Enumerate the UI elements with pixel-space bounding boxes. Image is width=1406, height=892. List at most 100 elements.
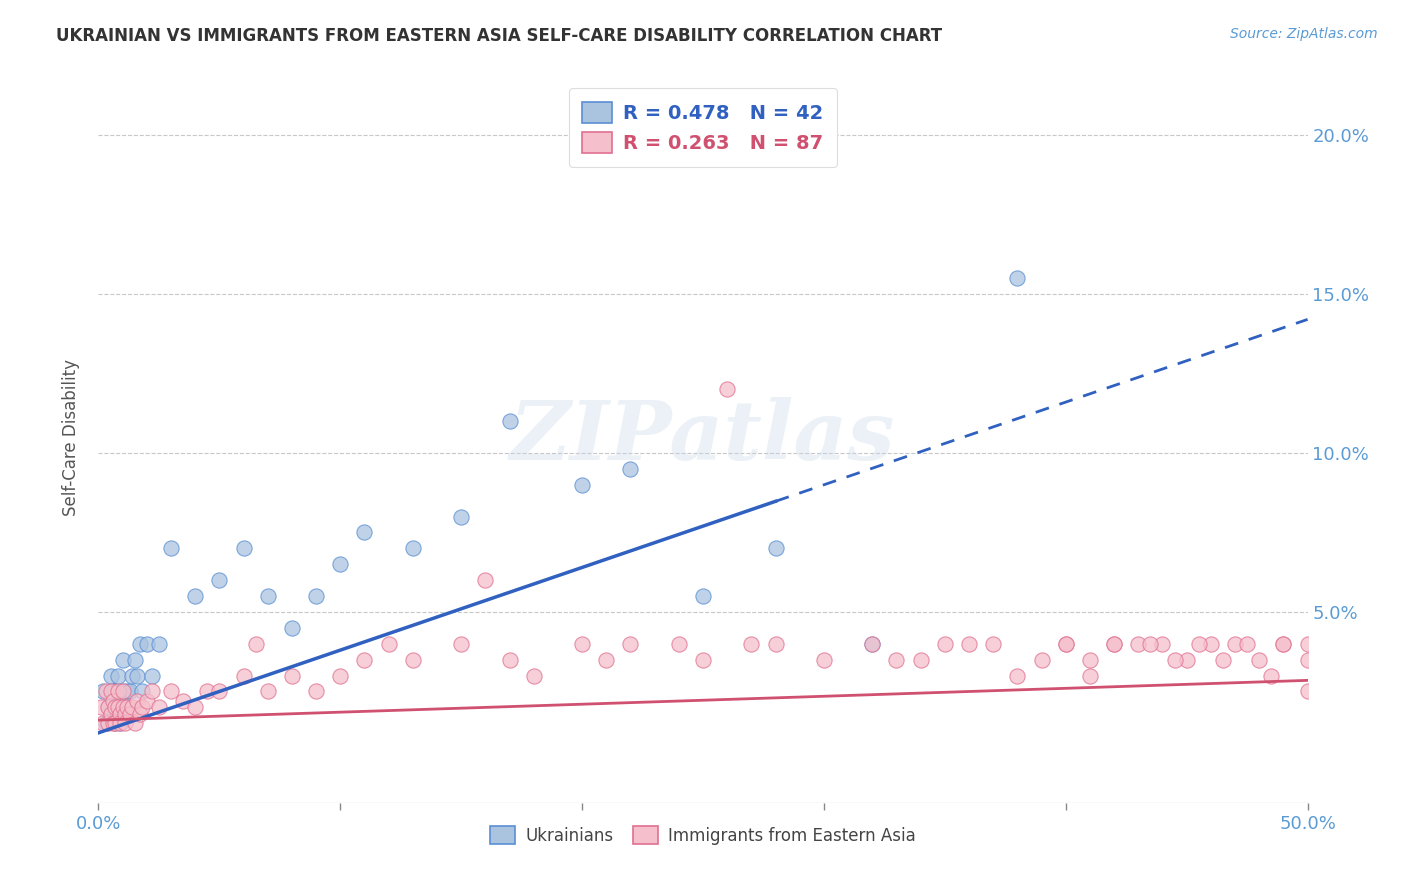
Point (1236, 637, 1258, 651)
Point (1272, 637, 1295, 651)
Point (1260, 668, 1282, 682)
Point (117, 684, 139, 698)
Point (1212, 653, 1234, 667)
Point (353, 653, 375, 667)
Point (108, 716, 131, 731)
Point (1163, 653, 1185, 667)
Point (305, 684, 328, 698)
Point (1175, 653, 1198, 667)
Point (353, 525, 375, 540)
Point (1296, 684, 1319, 698)
Point (1139, 637, 1161, 651)
Point (1188, 637, 1211, 651)
Point (104, 716, 127, 731)
Point (957, 637, 980, 651)
Point (498, 414, 520, 428)
Point (208, 573, 231, 587)
Text: Source: ZipAtlas.com: Source: ZipAtlas.com (1230, 27, 1378, 41)
Point (716, 383, 738, 397)
Point (1102, 637, 1125, 651)
Point (101, 694, 124, 708)
Point (100, 706, 122, 721)
Point (111, 653, 134, 667)
Point (101, 716, 124, 731)
Point (148, 700, 170, 714)
Point (765, 637, 787, 651)
Point (107, 700, 129, 714)
Point (1296, 637, 1319, 651)
Point (934, 637, 956, 651)
Point (1078, 668, 1101, 682)
Point (886, 653, 908, 667)
Point (256, 589, 278, 603)
Point (108, 716, 131, 731)
Point (245, 637, 267, 651)
Point (100, 700, 122, 714)
Point (1199, 637, 1222, 651)
Point (160, 541, 183, 556)
Point (172, 694, 194, 708)
Point (100, 668, 122, 682)
Point (1152, 637, 1174, 651)
Point (94, 716, 117, 731)
Point (1054, 637, 1077, 651)
Point (981, 637, 1004, 651)
Point (107, 668, 129, 682)
Point (523, 668, 546, 682)
Point (195, 684, 218, 698)
Point (474, 573, 496, 587)
Point (127, 694, 149, 708)
Point (148, 637, 170, 651)
Point (121, 700, 143, 714)
Point (97, 716, 120, 731)
Point (1007, 271, 1029, 285)
Point (121, 668, 143, 682)
Point (104, 684, 127, 698)
Point (329, 668, 352, 682)
Text: UKRAINIAN VS IMMIGRANTS FROM EASTERN ASIA SELF-CARE DISABILITY CORRELATION CHART: UKRAINIAN VS IMMIGRANTS FROM EASTERN ASI… (56, 27, 942, 45)
Point (619, 462, 641, 476)
Point (1296, 653, 1319, 667)
Point (232, 541, 254, 556)
Point (118, 706, 141, 721)
Point (124, 716, 146, 731)
Point (765, 541, 787, 556)
Point (124, 653, 146, 667)
Point (90, 700, 112, 714)
Point (860, 637, 883, 651)
Point (1249, 653, 1271, 667)
Legend: Ukrainians, Immigrants from Eastern Asia: Ukrainians, Immigrants from Eastern Asia (482, 818, 924, 853)
Text: ZIPatlas: ZIPatlas (510, 397, 896, 477)
Point (1102, 637, 1125, 651)
Point (619, 637, 641, 651)
Point (692, 653, 714, 667)
Point (668, 637, 690, 651)
Point (128, 706, 150, 721)
Point (91, 684, 114, 698)
Point (305, 589, 328, 603)
Point (104, 700, 127, 714)
Point (141, 684, 163, 698)
Y-axis label: Self-Care Disability: Self-Care Disability (62, 359, 80, 516)
Point (329, 558, 352, 572)
Point (595, 653, 617, 667)
Point (100, 684, 122, 698)
Point (740, 637, 762, 651)
Point (111, 700, 134, 714)
Point (402, 653, 425, 667)
Point (107, 684, 129, 698)
Point (101, 684, 124, 698)
Point (117, 700, 139, 714)
Point (111, 684, 134, 698)
Point (1128, 637, 1150, 651)
Point (692, 589, 714, 603)
Point (118, 684, 141, 698)
Point (107, 700, 129, 714)
Point (1078, 653, 1101, 667)
Point (94, 684, 117, 698)
Point (108, 706, 131, 721)
Point (450, 509, 472, 524)
Point (281, 668, 304, 682)
Point (208, 684, 231, 698)
Point (111, 684, 134, 698)
